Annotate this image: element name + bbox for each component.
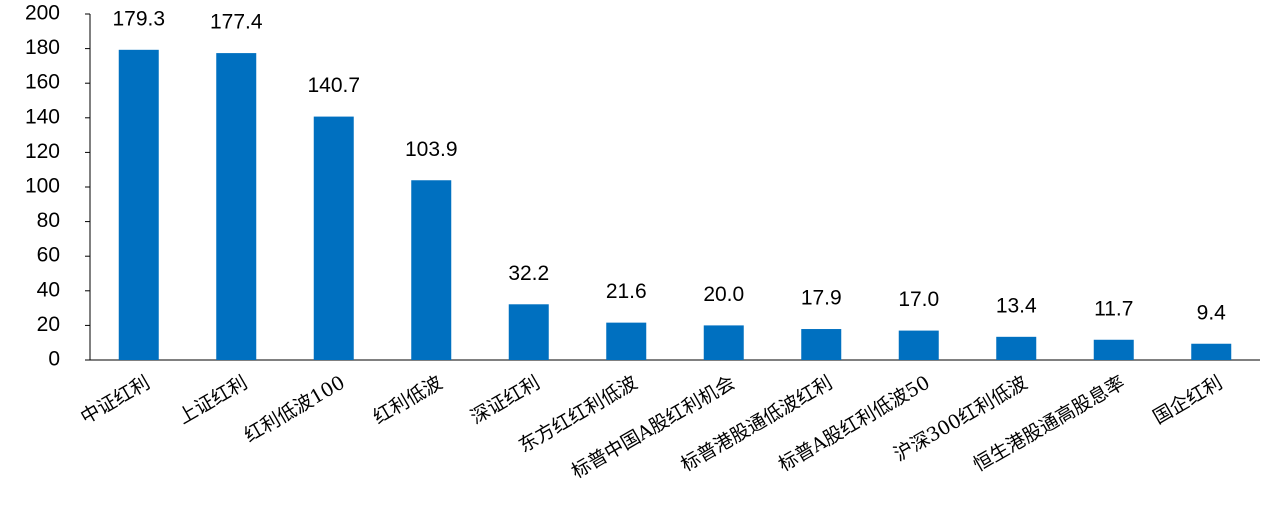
value-label: 103.9: [405, 138, 458, 161]
value-label: 17.0: [898, 288, 939, 311]
bar: [606, 322, 647, 360]
y-tick-label: 120: [25, 140, 60, 163]
bar: [703, 325, 744, 360]
x-tick-label: 上证红利: [174, 372, 251, 429]
y-tick-label: 80: [37, 209, 60, 232]
bar: [801, 329, 842, 360]
bar: [216, 53, 257, 361]
bar: [1093, 339, 1134, 360]
y-tick-label: 180: [25, 36, 60, 59]
x-tick-label: 标普中国A股红利机会: [568, 372, 739, 483]
x-tick-label: 红利低波100: [241, 372, 349, 447]
x-tick-label: 国企红利: [1149, 372, 1226, 429]
x-tick-label: 红利低波: [369, 372, 446, 429]
y-tick-label: 140: [25, 105, 60, 128]
bar: [508, 304, 549, 360]
value-label: 32.2: [508, 262, 549, 285]
y-tick-label: 20: [37, 313, 60, 336]
y-tick-label: 200: [25, 2, 60, 25]
value-label: 11.7: [1094, 297, 1133, 320]
value-label: 140.7: [307, 74, 360, 97]
x-tick-label: 中证红利: [77, 372, 154, 429]
value-label: 21.6: [606, 280, 647, 303]
value-label: 13.4: [996, 294, 1037, 317]
y-tick-label: 160: [25, 71, 60, 94]
value-label: 9.4: [1197, 301, 1227, 324]
bar: [996, 336, 1037, 360]
value-label: 179.3: [112, 7, 165, 30]
y-tick-label: 40: [37, 278, 60, 301]
value-label: 17.9: [801, 287, 842, 310]
y-tick-label: 60: [37, 244, 60, 267]
bar: [1191, 343, 1232, 360]
y-tick-label: 100: [25, 175, 60, 198]
bar: [313, 116, 354, 361]
bar: [118, 49, 159, 360]
y-tick-label: 0: [48, 348, 60, 371]
x-tick-label: 深证红利: [467, 372, 544, 429]
bar: [898, 330, 939, 360]
value-label: 20.0: [703, 283, 744, 306]
bar: [411, 180, 452, 360]
value-label: 177.4: [210, 11, 263, 34]
